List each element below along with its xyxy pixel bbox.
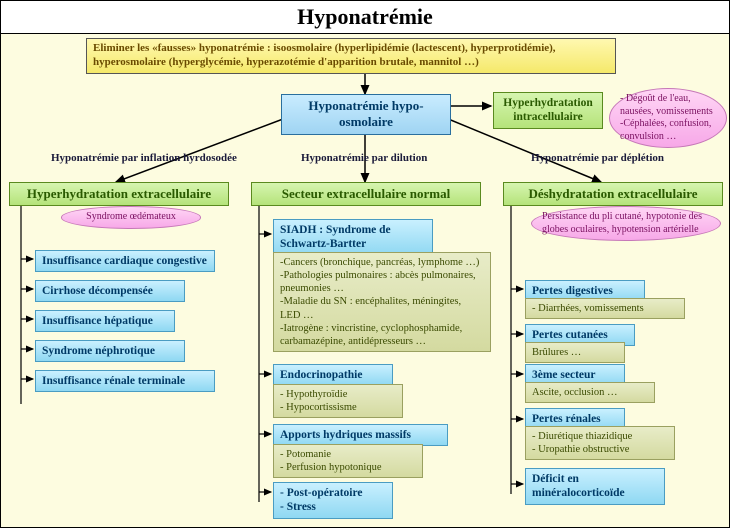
- dig-body: - Diarrhées, vomissements: [525, 298, 685, 319]
- hydr-body: - Potomanie - Perfusion hypotonique: [273, 444, 423, 478]
- root-symptoms: - Dégoût de l'eau, nausées, vomissements…: [609, 88, 727, 148]
- left-badge: Syndrome œdémateux: [61, 206, 201, 229]
- diagram-frame: Hyponatrémie: [0, 0, 730, 528]
- cut-body: Brûlures …: [525, 342, 625, 363]
- top-note: Eliminer les «fausses» hyponatrémie : is…: [86, 38, 616, 74]
- postop: - Post-opératoire - Stress: [273, 482, 393, 519]
- left-header: Hyperhydratation extracellulaire: [9, 182, 229, 206]
- def-title: Déficit en minéralocorticoïde: [525, 468, 665, 505]
- left-item-2: Insuffisance hépatique: [35, 310, 175, 332]
- path-mid-label: Hyponatrémie par dilution: [301, 152, 427, 164]
- path-right-label: Hyponatrémie par déplétion: [531, 152, 664, 164]
- left-item-3: Syndrome néphrotique: [35, 340, 185, 362]
- siadh-title: SIADH : Syndrome de Schwartz-Bartter: [273, 219, 433, 256]
- endo-body: - Hypothyroïdie - Hypocortissisme: [273, 384, 403, 418]
- left-item-0: Insuffisance cardiaque congestive: [35, 250, 215, 272]
- left-item-1: Cirrhose décompensée: [35, 280, 185, 302]
- canvas: Eliminer les «fausses» hyponatrémie : is…: [1, 34, 729, 526]
- root-side: Hyperhydratation intracellulaire: [493, 92, 603, 129]
- right-badge: Persistance du pli cutané, hypotonie des…: [531, 206, 721, 241]
- right-header: Déshydratation extracellulaire: [503, 182, 723, 206]
- siadh-body: -Cancers (bronchique, pancréas, lymphome…: [273, 252, 491, 352]
- page-title: Hyponatrémie: [1, 1, 729, 34]
- mid-header: Secteur extracellulaire normal: [251, 182, 481, 206]
- root-node: Hyponatrémie hypo-osmolaire: [281, 94, 451, 135]
- sec-body: Ascite, occlusion …: [525, 382, 655, 403]
- ren-body: - Diurétique thiazidique - Uropathie obs…: [525, 426, 675, 460]
- path-left-label: Hyponatrémie par inflation hyrdosodée: [51, 152, 237, 164]
- left-item-4: Insuffisance rénale terminale: [35, 370, 215, 392]
